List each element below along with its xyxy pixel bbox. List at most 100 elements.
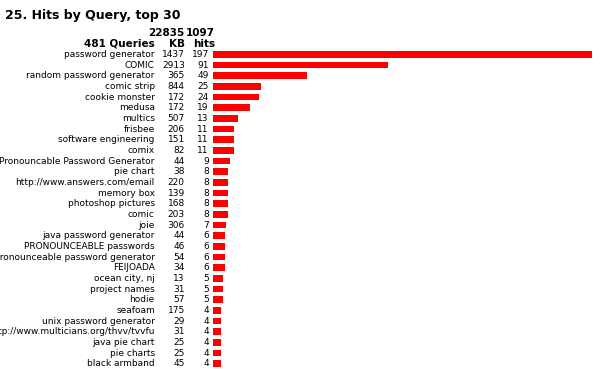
Text: 220: 220 <box>168 178 185 187</box>
Bar <box>213 296 223 303</box>
Text: password generator: password generator <box>64 50 155 59</box>
Text: 4: 4 <box>203 327 209 336</box>
Text: 481 Queries: 481 Queries <box>84 39 155 49</box>
Bar <box>213 254 224 260</box>
Bar <box>213 307 221 314</box>
Text: 844: 844 <box>168 82 185 91</box>
Bar <box>213 147 234 154</box>
Text: 206: 206 <box>167 124 185 134</box>
Text: 6: 6 <box>203 231 209 240</box>
Text: 11: 11 <box>197 124 209 134</box>
Text: 8: 8 <box>203 178 209 187</box>
Text: hodie: hodie <box>130 295 155 304</box>
Text: 38: 38 <box>173 167 185 176</box>
Text: 1437: 1437 <box>162 50 185 59</box>
Text: 46: 46 <box>173 242 185 251</box>
Text: unix password generator: unix password generator <box>42 317 155 325</box>
Text: 8: 8 <box>203 210 209 219</box>
Text: java password generator: java password generator <box>43 231 155 240</box>
Bar <box>213 83 261 90</box>
Bar <box>213 243 224 249</box>
Text: multics: multics <box>122 114 155 123</box>
Text: 2913: 2913 <box>162 61 185 69</box>
Bar <box>213 328 221 335</box>
Text: 8: 8 <box>203 199 209 208</box>
Bar <box>213 265 224 271</box>
Bar <box>213 169 229 175</box>
Text: photoshop pictures: photoshop pictures <box>68 199 155 208</box>
Text: 13: 13 <box>197 114 209 123</box>
Text: frisbee: frisbee <box>124 124 155 134</box>
Text: medusa: medusa <box>119 103 155 112</box>
Text: 8: 8 <box>203 189 209 197</box>
Text: 151: 151 <box>167 135 185 144</box>
Text: 139: 139 <box>167 189 185 197</box>
Text: 4: 4 <box>203 317 209 325</box>
Text: 44: 44 <box>173 156 185 166</box>
Text: 25: 25 <box>197 82 209 91</box>
Text: KB: KB <box>169 39 185 49</box>
Text: 5: 5 <box>203 274 209 283</box>
Text: 6: 6 <box>203 252 209 262</box>
Text: 6: 6 <box>203 242 209 251</box>
Text: 6: 6 <box>203 263 209 272</box>
Text: 175: 175 <box>167 306 185 315</box>
Text: pie charts: pie charts <box>110 348 155 358</box>
Text: 11: 11 <box>197 135 209 144</box>
Text: 54: 54 <box>173 252 185 262</box>
Text: 25: 25 <box>173 338 185 347</box>
Text: 45: 45 <box>173 359 185 368</box>
Bar <box>213 126 234 132</box>
Text: 9: 9 <box>203 156 209 166</box>
Text: seafoam: seafoam <box>116 306 155 315</box>
Text: 5: 5 <box>203 284 209 293</box>
Bar <box>213 51 592 58</box>
Text: black armband: black armband <box>87 359 155 368</box>
Bar <box>213 94 259 100</box>
Bar <box>213 318 221 324</box>
Text: 4: 4 <box>203 306 209 315</box>
Bar <box>213 190 229 196</box>
Text: FEIJOADA: FEIJOADA <box>113 263 155 272</box>
Text: hits: hits <box>193 39 215 49</box>
Text: 25: 25 <box>173 348 185 358</box>
Text: 4: 4 <box>203 338 209 347</box>
Bar <box>213 361 221 367</box>
Bar <box>213 275 223 282</box>
Text: software engineering: software engineering <box>58 135 155 144</box>
Text: Pronouncable Password Generator: Pronouncable Password Generator <box>0 156 155 166</box>
Text: 365: 365 <box>167 71 185 80</box>
Bar <box>213 179 229 186</box>
Text: 7: 7 <box>203 221 209 230</box>
Bar <box>213 72 307 79</box>
Bar <box>213 286 223 292</box>
Text: COMIC: COMIC <box>125 61 155 69</box>
Text: 44: 44 <box>173 231 185 240</box>
Bar <box>213 158 230 164</box>
Text: random password generator: random password generator <box>26 71 155 80</box>
Text: 172: 172 <box>167 93 185 101</box>
Text: comic: comic <box>128 210 155 219</box>
Text: 57: 57 <box>173 295 185 304</box>
Text: cookie monster: cookie monster <box>85 93 155 101</box>
Text: memory box: memory box <box>98 189 155 197</box>
Text: 29: 29 <box>173 317 185 325</box>
Text: 5: 5 <box>203 295 209 304</box>
Text: 91: 91 <box>197 61 209 69</box>
Bar <box>213 339 221 345</box>
Text: 306: 306 <box>167 221 185 230</box>
Text: 25. Hits by Query, top 30: 25. Hits by Query, top 30 <box>5 9 181 22</box>
Text: project names: project names <box>90 284 155 293</box>
Text: joie: joie <box>139 221 155 230</box>
Text: 197: 197 <box>191 50 209 59</box>
Text: url=http://www.multicians.org/thvv/tvvfu: url=http://www.multicians.org/thvv/tvvfu <box>0 327 155 336</box>
Text: 203: 203 <box>167 210 185 219</box>
Text: 24: 24 <box>197 93 209 101</box>
Text: 168: 168 <box>167 199 185 208</box>
Text: ocean city, nj: ocean city, nj <box>94 274 155 283</box>
Text: 19: 19 <box>197 103 209 112</box>
Text: comix: comix <box>128 146 155 155</box>
Text: 34: 34 <box>173 263 185 272</box>
Text: http://www.answers.com/email: http://www.answers.com/email <box>16 178 155 187</box>
Text: java pie chart: java pie chart <box>92 338 155 347</box>
